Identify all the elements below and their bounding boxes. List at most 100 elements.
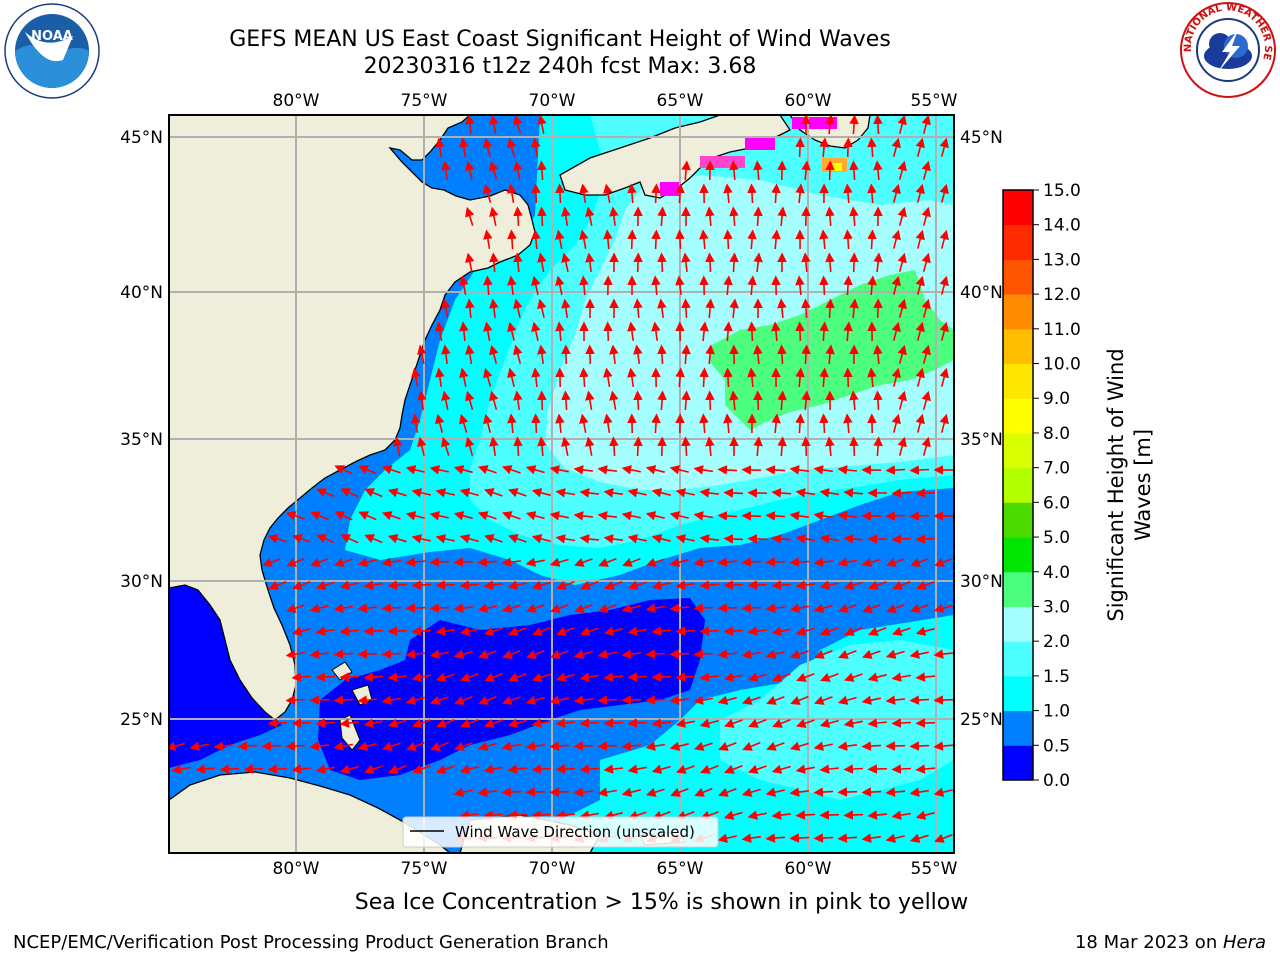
colorbar-tick-label: 7.0 (1043, 459, 1070, 479)
wind-wave-arrow (555, 183, 565, 204)
wind-wave-arrow (939, 183, 949, 203)
wind-wave-arrow (604, 580, 623, 590)
wind-wave-arrow (507, 764, 527, 774)
wind-wave-arrow (357, 741, 377, 751)
colorbar-swatch (1003, 571, 1033, 607)
wind-wave-arrow (268, 580, 287, 590)
wind-wave-arrow (939, 275, 949, 295)
wind-wave-arrow (573, 787, 594, 797)
wind-wave-arrow (315, 764, 335, 774)
wind-wave-arrow (531, 413, 541, 434)
wind-wave-arrow (291, 626, 311, 636)
wind-wave-arrow (837, 695, 857, 705)
wind-wave-arrow (537, 252, 547, 273)
wind-wave-arrow (892, 580, 911, 590)
wind-wave-arrow (483, 275, 493, 296)
wind-wave-arrow (531, 672, 551, 682)
lat-label: 25°N (120, 710, 163, 730)
wind-wave-arrow (825, 252, 835, 273)
lon-label: 60°W (785, 91, 832, 111)
wind-wave-arrow (411, 534, 431, 544)
lat-labels-left: 45°N 40°N 35°N 30°N 25°N (120, 128, 163, 730)
wind-wave-arrow (891, 413, 901, 433)
wind-wave-arrow (771, 764, 791, 774)
wind-wave-arrow (633, 436, 643, 457)
colorbar-swatch (1003, 190, 1033, 226)
wind-wave-arrow (669, 649, 690, 659)
wind-wave-arrow (771, 321, 781, 342)
wind-wave-arrow (867, 672, 887, 682)
colorbar-tick-label: 2.0 (1043, 632, 1070, 652)
wind-wave-arrow (861, 695, 881, 705)
wind-wave-arrow (753, 344, 763, 365)
wind-wave-arrow (933, 695, 954, 705)
wind-wave-arrow (441, 160, 451, 181)
wind-wave-arrow (723, 183, 733, 204)
wind-wave-arrow (723, 672, 743, 682)
wind-wave-arrow (453, 741, 473, 751)
wind-wave-arrow (555, 321, 565, 342)
wind-wave-arrow (693, 695, 714, 705)
wind-wave-arrow (801, 252, 811, 273)
colorbar-swatch (1003, 502, 1033, 538)
wind-wave-arrow (453, 787, 473, 797)
lat-label: 40°N (960, 283, 1003, 303)
wind-wave-arrow (436, 718, 455, 728)
wind-wave-arrow (340, 534, 359, 544)
wind-wave-arrow (489, 344, 499, 364)
wind-wave-arrow (909, 649, 929, 659)
wind-wave-arrow (286, 557, 305, 567)
wind-wave-arrow (597, 787, 618, 797)
wind-wave-arrow (501, 695, 521, 705)
wind-wave-arrow (910, 557, 929, 567)
wind-wave-arrow (507, 488, 527, 498)
wind-wave-arrow (405, 557, 426, 567)
wind-wave-arrow (633, 252, 643, 273)
wind-wave-arrow (891, 764, 912, 774)
wind-wave-arrow (310, 557, 329, 567)
colorbar-swatch (1003, 467, 1033, 503)
colorbar-tick-label: 1.0 (1043, 702, 1070, 722)
wind-wave-arrow (603, 229, 613, 250)
footer-date: 18 Mar 2023 on (1074, 932, 1223, 953)
wind-wave-arrow (573, 511, 593, 521)
wind-wave-arrow (873, 160, 883, 181)
wind-wave-arrow (747, 275, 757, 296)
wind-wave-arrow (723, 534, 744, 544)
wind-wave-arrow (532, 626, 551, 636)
colorbar-tick-label: 15.0 (1043, 181, 1081, 201)
wind-wave-arrow (820, 672, 839, 682)
wind-wave-arrow (669, 603, 689, 613)
wind-wave-arrow (537, 390, 547, 411)
wind-wave-arrow (765, 465, 786, 475)
wind-wave-arrow (838, 649, 857, 659)
wind-wave-arrow (459, 137, 469, 158)
wind-wave-arrow (609, 390, 619, 411)
wind-wave-arrow (603, 672, 624, 682)
wind-wave-arrow (555, 718, 576, 728)
wind-wave-arrow (915, 183, 925, 203)
wind-wave-arrow (363, 580, 384, 590)
wind-wave-arrow (573, 557, 593, 567)
wind-wave-arrow (921, 160, 931, 180)
wind-wave-arrow (801, 160, 811, 181)
wind-wave-arrow (603, 183, 613, 203)
wind-wave-arrow (585, 390, 595, 411)
wind-wave-arrow (651, 534, 671, 544)
wind-wave-arrow (459, 626, 479, 636)
wind-wave-arrow (819, 413, 829, 434)
wind-wave-arrow (747, 367, 757, 388)
lon-label: 60°W (785, 859, 832, 879)
wind-wave-arrow (747, 229, 757, 250)
wind-wave-arrow (915, 137, 925, 157)
wind-wave-arrow (381, 465, 401, 475)
wind-wave-arrow (699, 580, 720, 590)
wind-wave-arrow (909, 603, 929, 613)
wind-wave-arrow (915, 718, 936, 728)
wind-wave-arrow (531, 534, 551, 544)
wind-wave-arrow (579, 626, 599, 636)
wind-wave-arrow (777, 436, 787, 457)
wind-wave-arrow (771, 626, 791, 636)
wind-wave-arrow (921, 115, 931, 134)
wind-wave-arrow (741, 787, 761, 797)
